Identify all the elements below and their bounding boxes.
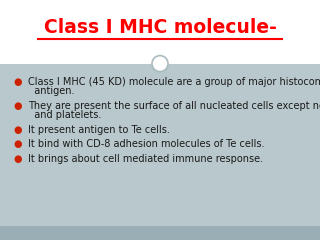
Bar — [0, 0, 320, 64]
Text: Class I MHC (45 KD) molecule are a group of major histocompactibility: Class I MHC (45 KD) molecule are a group… — [28, 77, 320, 87]
Text: ●: ● — [14, 139, 22, 149]
Text: ●: ● — [14, 125, 22, 135]
Text: Class I MHC molecule-: Class I MHC molecule- — [44, 18, 276, 37]
Text: It bind with CD-8 adhesion molecules of Te cells.: It bind with CD-8 adhesion molecules of … — [28, 139, 265, 149]
Bar — [0, 226, 320, 240]
Text: ●: ● — [14, 154, 22, 164]
Text: It brings about cell mediated immune response.: It brings about cell mediated immune res… — [28, 154, 263, 164]
Text: ●: ● — [14, 101, 22, 111]
Text: It present antigen to Te cells.: It present antigen to Te cells. — [28, 125, 170, 135]
Text: ●: ● — [14, 77, 22, 87]
Text: antigen.: antigen. — [28, 86, 75, 96]
Text: and platelets.: and platelets. — [28, 110, 101, 120]
Circle shape — [152, 56, 168, 72]
Text: They are present the surface of all nucleated cells except nervous tissue: They are present the surface of all nucl… — [28, 101, 320, 111]
